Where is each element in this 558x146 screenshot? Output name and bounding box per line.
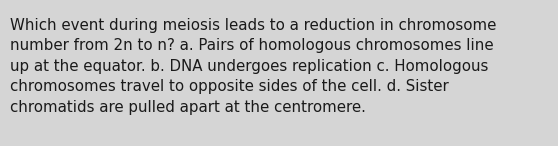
Text: Which event during meiosis leads to a reduction in chromosome
number from 2n to : Which event during meiosis leads to a re… [10,18,497,115]
